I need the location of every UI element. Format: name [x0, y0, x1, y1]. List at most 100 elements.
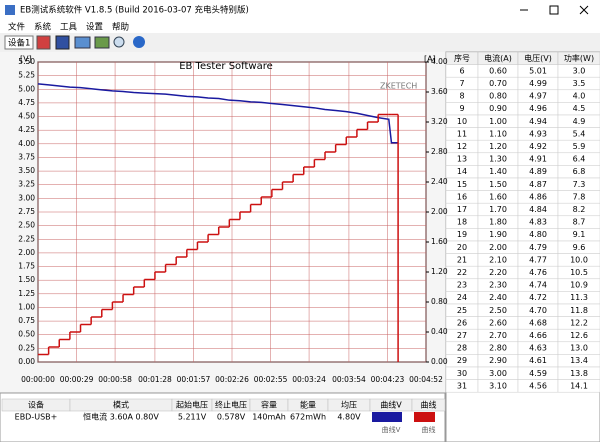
- y-tick-label: 2.50: [18, 221, 35, 230]
- table-value: 2.30: [489, 281, 507, 290]
- menu-item[interactable]: 帮助: [112, 22, 129, 33]
- table-value: 0.60: [489, 66, 507, 75]
- toolbar: [0, 33, 600, 52]
- x-tick-label: 00:01:57: [177, 375, 211, 384]
- legend-label: 曲线: [422, 425, 436, 434]
- status-value: EBD-USB+: [15, 413, 58, 422]
- close-button[interactable]: [579, 5, 589, 15]
- table-value: 9.6: [573, 243, 586, 252]
- table-header: 序号: [454, 53, 470, 63]
- table-value: 4.80: [529, 230, 547, 239]
- menu-item[interactable]: 系统: [34, 22, 52, 33]
- y2-tick-label: 2.00: [431, 207, 448, 216]
- table-value: 3.10: [489, 381, 507, 390]
- table-value: 5.9: [573, 142, 586, 151]
- table-value: 14.1: [570, 381, 588, 390]
- y-tick-label: 1.75: [18, 262, 35, 271]
- table-header: 功率(W): [564, 53, 594, 63]
- table-value: 17: [457, 205, 467, 214]
- zoom-icon[interactable]: [113, 36, 125, 48]
- table-value: 4.89: [529, 167, 547, 176]
- table-value: 5.4: [573, 129, 586, 138]
- table-value: 4.61: [529, 356, 547, 365]
- y-tick-label: 4.25: [18, 125, 35, 134]
- table-value: 2.80: [489, 344, 507, 353]
- table-value: 10.0: [570, 255, 588, 264]
- table-value: 2.50: [489, 306, 507, 315]
- status-header: 均压: [341, 400, 357, 410]
- image-icon[interactable]: [74, 36, 91, 49]
- device-select[interactable]: [4, 35, 34, 50]
- status-value: 140mAh: [252, 413, 286, 422]
- y-tick-label: 5.00: [18, 84, 35, 93]
- table-value: 1.90: [489, 230, 507, 239]
- table-value: 13.4: [570, 356, 588, 365]
- table-value: 4.77: [529, 255, 547, 264]
- x-tick-label: 00:00:29: [60, 375, 94, 384]
- x-tick-label: 00:00:58: [98, 375, 132, 384]
- y2-tick-label: 1.20: [431, 267, 448, 276]
- table-value: 10.9: [570, 281, 588, 290]
- y2-tick-label: 2.40: [431, 177, 448, 186]
- y-tick-label: 5.50: [18, 57, 35, 66]
- legend-swatch[interactable]: [372, 412, 402, 422]
- table-value: 4.79: [529, 243, 547, 252]
- table-value: 4.72: [529, 293, 547, 302]
- table-value: 0.80: [489, 92, 507, 101]
- table-value: 3.0: [573, 66, 586, 75]
- y2-tick-label: 2.80: [431, 147, 448, 156]
- status-header: 曲线V: [380, 400, 402, 410]
- table-value: 12.6: [570, 331, 588, 340]
- table-value: 3.00: [489, 369, 507, 378]
- table-value: 4.74: [529, 281, 547, 290]
- table-value: 5.01: [529, 66, 547, 75]
- y-tick-label: 0.25: [18, 343, 35, 352]
- x-tick-label: 00:04:23: [371, 375, 405, 384]
- x-tick-label: 00:00:00: [21, 375, 55, 384]
- menu-item[interactable]: 工具: [60, 23, 78, 33]
- table-value: 11: [457, 129, 467, 138]
- y-tick-label: 3.25: [18, 180, 35, 189]
- table-value: 7.3: [573, 180, 586, 189]
- status-header: 曲线: [421, 400, 437, 410]
- table-value: 23: [457, 281, 467, 290]
- table-value: 4.83: [529, 218, 547, 227]
- legend-swatch[interactable]: [414, 412, 435, 422]
- y-tick-label: 3.50: [18, 166, 35, 175]
- table-value: 1.30: [489, 155, 507, 164]
- menu-item[interactable]: 设置: [86, 22, 104, 33]
- table-value: 4.63: [529, 344, 547, 353]
- table-header: 电流(A): [484, 53, 512, 63]
- table-value: 7.8: [573, 192, 586, 201]
- table-value: 4.66: [529, 331, 547, 340]
- maximize-button[interactable]: [549, 5, 559, 15]
- table-value: 7: [459, 79, 464, 88]
- table-value: 12: [457, 142, 467, 151]
- table-value: 1.80: [489, 218, 507, 227]
- table-value: 10.5: [570, 268, 588, 277]
- table-value: 6.8: [573, 167, 586, 176]
- table-value: 0.90: [489, 104, 507, 113]
- y-tick-label: 2.75: [18, 207, 35, 216]
- table-cell: [557, 379, 600, 393]
- table-value: 24: [457, 293, 467, 302]
- help-icon[interactable]: [133, 36, 145, 48]
- table-value: 9: [459, 104, 464, 113]
- y-tick-label: 1.25: [18, 289, 35, 298]
- chart-icon[interactable]: [94, 36, 110, 49]
- table-value: 2.90: [489, 356, 507, 365]
- grid: [37, 61, 427, 363]
- table-value: 2.20: [489, 268, 507, 277]
- table-value: 25: [457, 306, 467, 315]
- open-icon[interactable]: [36, 35, 51, 50]
- table-value: 4.56: [529, 381, 547, 390]
- menu-item[interactable]: 文件: [8, 22, 26, 33]
- table-value: 20: [457, 243, 467, 252]
- table-value: 2.70: [489, 331, 507, 340]
- table-value: 4.99: [529, 79, 547, 88]
- table-value: 2.10: [489, 255, 507, 264]
- chart-title: EB Tester Software: [179, 61, 273, 72]
- save-icon[interactable]: [55, 35, 70, 50]
